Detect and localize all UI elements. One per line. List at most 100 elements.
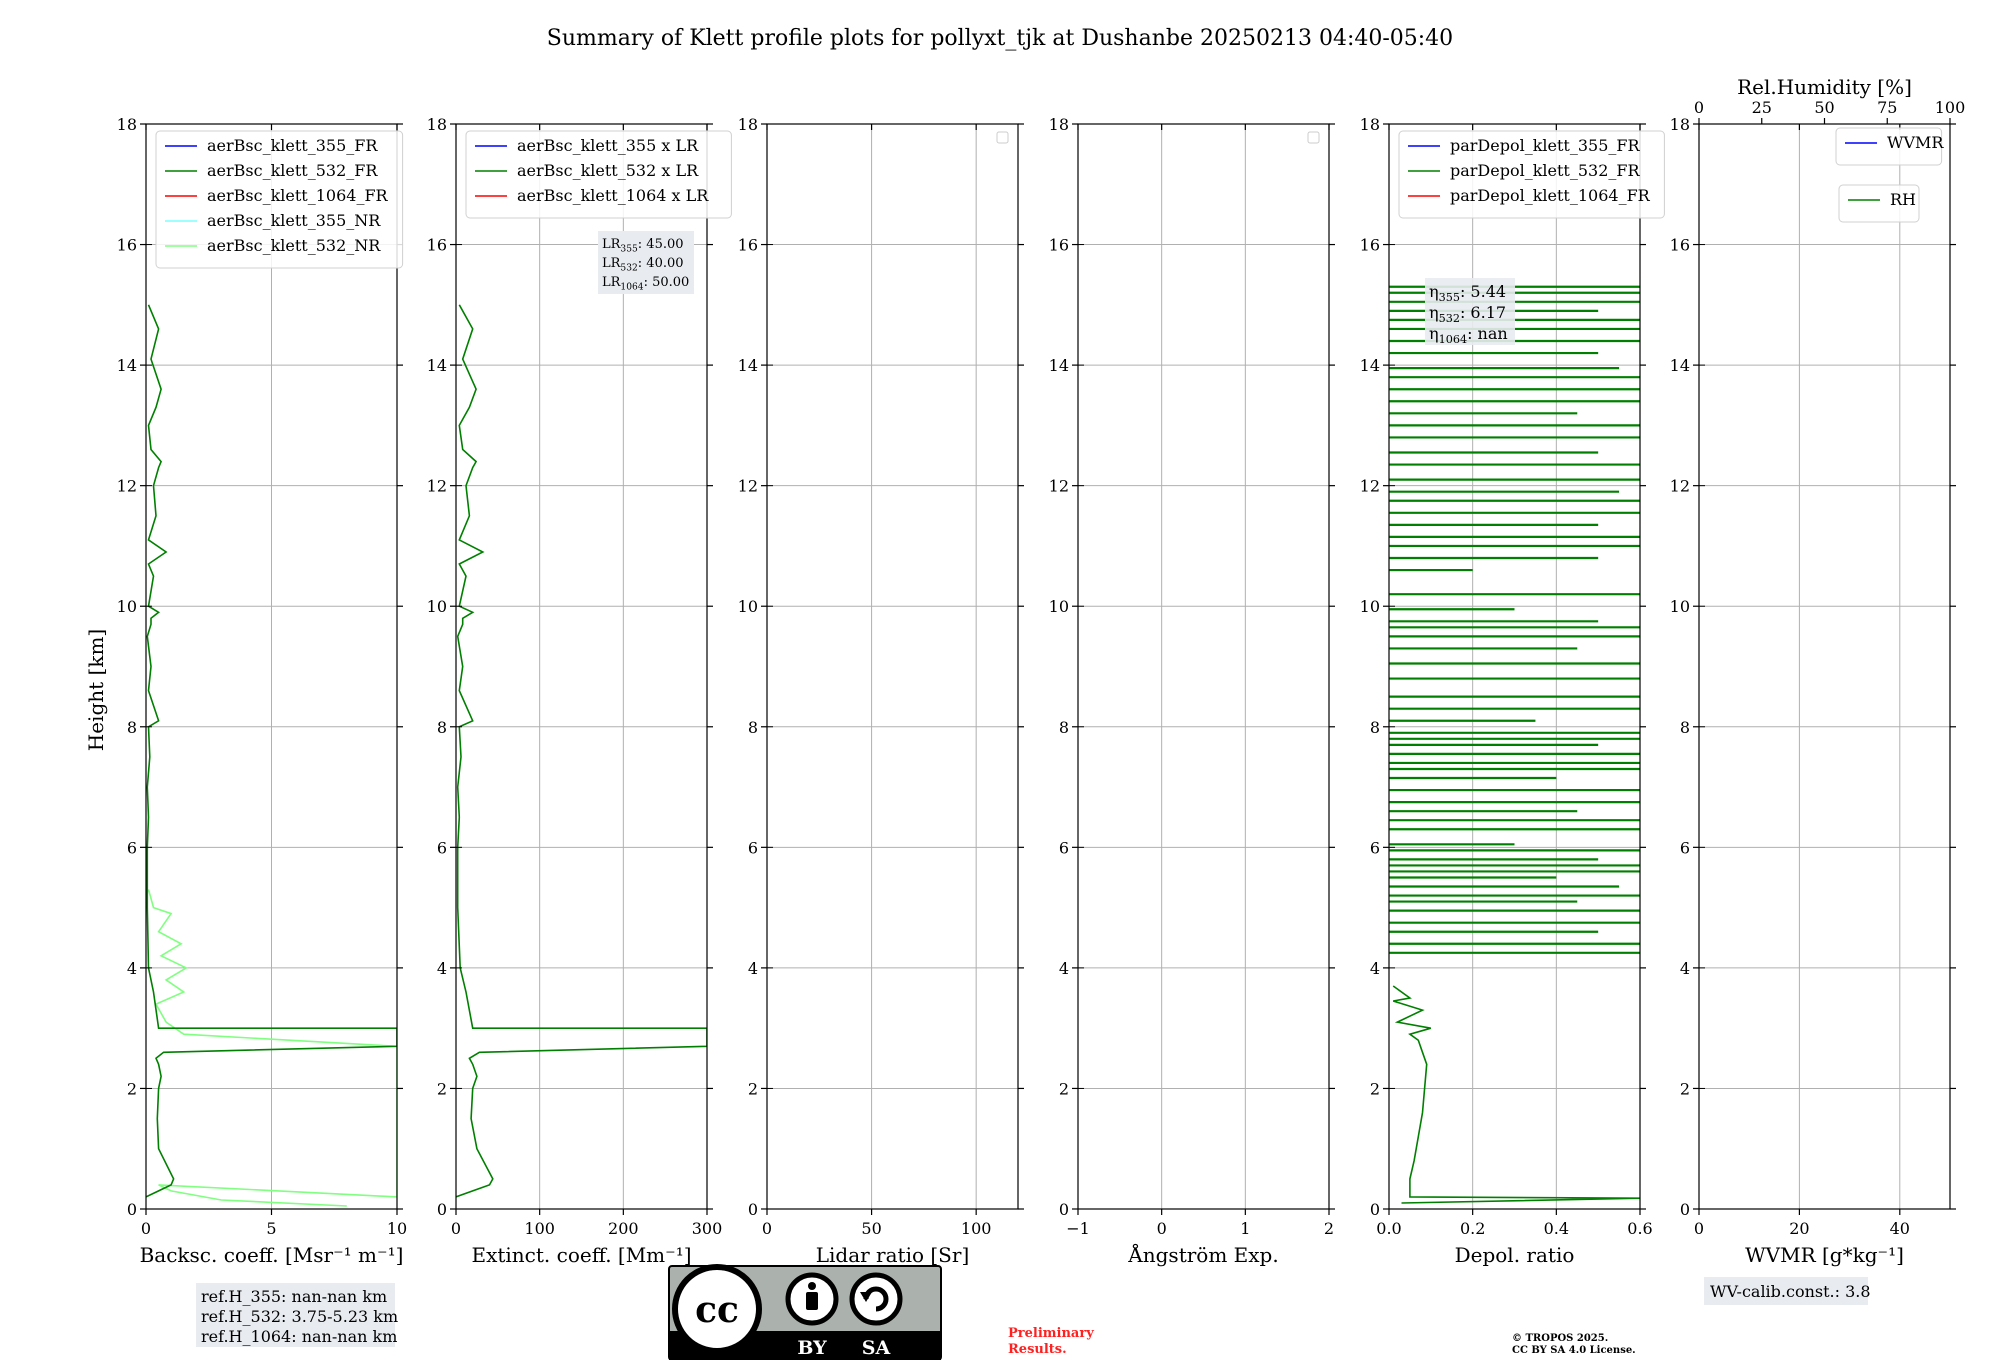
legend-ext-label-1: aerBsc_klett_532 x LR bbox=[517, 161, 699, 180]
ytick-label-dep-4: 8 bbox=[1370, 718, 1380, 737]
x-axis-label-dep: Depol. ratio bbox=[1455, 1243, 1575, 1267]
ytick-label-wv-2: 4 bbox=[1680, 959, 1690, 978]
cc-circle-icon bbox=[672, 1264, 762, 1354]
ytick-label-dep-1: 2 bbox=[1370, 1079, 1380, 1098]
ytick-label-ext-5: 10 bbox=[427, 597, 447, 616]
annotation-line-bsc-2: ref.H_1064: nan-nan km bbox=[201, 1327, 397, 1346]
legend-dep-label-2: parDepol_klett_1064_FR bbox=[1450, 186, 1651, 205]
xtick-label-ae-3: 2 bbox=[1324, 1219, 1334, 1238]
by-person-body bbox=[806, 1292, 818, 1310]
series-group-bsc bbox=[146, 304, 397, 1207]
ytick-label-bsc-4: 8 bbox=[127, 718, 137, 737]
ytick-label-dep-6: 12 bbox=[1360, 477, 1380, 496]
xtick-label-ext-0: 0 bbox=[451, 1219, 461, 1238]
ytick-label-bsc-0: 0 bbox=[127, 1200, 137, 1219]
legend-bsc-box bbox=[155, 130, 404, 269]
ytick-label-wv-6: 12 bbox=[1670, 477, 1690, 496]
ytick-label-lr-4: 8 bbox=[748, 718, 758, 737]
empty-legend-lr bbox=[996, 131, 1009, 144]
ytick-label-ae-6: 12 bbox=[1049, 477, 1069, 496]
legend-ext-box bbox=[465, 130, 732, 219]
annotation-line-dep-0: η355: 5.44 bbox=[1429, 282, 1506, 304]
series-line-ext-0 bbox=[456, 304, 707, 1198]
annotation-line-ext-2: LR1064: 50.00 bbox=[602, 275, 689, 292]
legend-bsc-label-0: aerBsc_klett_355_FR bbox=[207, 136, 378, 155]
top-xtick-label-wv-4: 100 bbox=[1935, 98, 1966, 117]
ytick-label-wv-4: 8 bbox=[1680, 718, 1690, 737]
ytick-label-ext-3: 6 bbox=[437, 838, 447, 857]
series-line-bsc-1 bbox=[146, 304, 397, 1198]
annotation-line-ext-0: LR355: 45.00 bbox=[602, 237, 684, 254]
annotation-line-dep-1: η532: 6.17 bbox=[1429, 303, 1506, 325]
ytick-label-dep-7: 14 bbox=[1360, 356, 1380, 375]
panel-bsc: 0 2 4 6 8 10 12 14 16 18 0 5 10 Backsc. coeff. [Msr⁻¹… bbox=[117, 115, 407, 1347]
series-line-bsc-0 bbox=[147, 889, 397, 1207]
ytick-label-ae-1: 2 bbox=[1059, 1079, 1069, 1098]
xtick-label-wv-1: 20 bbox=[1789, 1219, 1809, 1238]
annotation-box-bsc bbox=[196, 1283, 395, 1347]
preliminary-text-line2: Results. bbox=[1008, 1342, 1067, 1357]
ytick-label-wv-5: 10 bbox=[1670, 597, 1690, 616]
xtick-label-wv-0: 0 bbox=[1694, 1219, 1704, 1238]
legend-dep-label-1: parDepol_klett_532_FR bbox=[1450, 161, 1641, 180]
ytick-label-bsc-2: 4 bbox=[127, 959, 137, 978]
legend-ext-label-2: aerBsc_klett_1064 x LR bbox=[517, 186, 709, 205]
copyright-line2: CC BY SA 4.0 License. bbox=[1512, 1345, 1636, 1356]
ytick-label-ext-7: 14 bbox=[427, 356, 447, 375]
ytick-label-ext-4: 8 bbox=[437, 718, 447, 737]
empty-legend-ae bbox=[1307, 131, 1320, 144]
legend2-wv-label-0: RH bbox=[1890, 190, 1916, 209]
panel-lr: 0 2 4 6 8 10 12 14 16 18 0 50 100 Lidar ratio [Sr] bbox=[738, 115, 1024, 1267]
ytick-label-ae-3: 6 bbox=[1059, 838, 1069, 857]
ytick-label-bsc-6: 12 bbox=[117, 477, 137, 496]
x-axis-label-lr: Lidar ratio [Sr] bbox=[816, 1243, 970, 1267]
by-label: BY bbox=[797, 1337, 827, 1359]
xtick-label-dep-1: 0.2 bbox=[1460, 1219, 1485, 1238]
y-axis-label: Height [km] bbox=[84, 629, 108, 751]
xtick-label-lr-0: 0 bbox=[762, 1219, 772, 1238]
ytick-label-lr-3: 6 bbox=[748, 838, 758, 857]
x-axis-label-ae: Ångström Exp. bbox=[1127, 1242, 1278, 1267]
series-group-ext bbox=[456, 304, 707, 1198]
ytick-label-dep-8: 16 bbox=[1360, 236, 1380, 255]
ytick-label-bsc-5: 10 bbox=[117, 597, 137, 616]
top-xtick-label-wv-1: 25 bbox=[1752, 98, 1772, 117]
ytick-label-bsc-3: 6 bbox=[127, 838, 137, 857]
copyright-line1: © TROPOS 2025. bbox=[1512, 1333, 1608, 1344]
xtick-label-wv-2: 40 bbox=[1890, 1219, 1910, 1238]
annotation-box-dep bbox=[1425, 278, 1515, 345]
ytick-label-lr-2: 4 bbox=[748, 959, 758, 978]
xtick-label-ae-0: −1 bbox=[1066, 1219, 1090, 1238]
x-axis-label-ext: Extinct. coeff. [Mm⁻¹] bbox=[471, 1243, 691, 1267]
ytick-label-dep-9: 18 bbox=[1360, 115, 1380, 134]
ytick-label-ae-7: 14 bbox=[1049, 356, 1069, 375]
legend-dep-label-0: parDepol_klett_355_FR bbox=[1450, 136, 1641, 155]
ytick-label-ae-4: 8 bbox=[1059, 718, 1069, 737]
by-person-head bbox=[808, 1282, 816, 1290]
panel-frame-ae bbox=[1077, 123, 1330, 1210]
xtick-label-ae-1: 0 bbox=[1157, 1219, 1167, 1238]
xtick-label-dep-2: 0.4 bbox=[1544, 1219, 1569, 1238]
annotation-ext: LR355: 45.00 LR532: 40.00 LR1064: 50.00 bbox=[598, 231, 694, 294]
ytick-label-wv-1: 2 bbox=[1680, 1079, 1690, 1098]
xtick-label-bsc-0: 0 bbox=[141, 1219, 151, 1238]
ytick-label-lr-9: 18 bbox=[738, 115, 758, 134]
ytick-label-dep-0: 0 bbox=[1370, 1200, 1380, 1219]
xtick-label-ext-1: 100 bbox=[524, 1219, 555, 1238]
ytick-label-ae-2: 4 bbox=[1059, 959, 1069, 978]
xtick-label-dep-0: 0.0 bbox=[1376, 1219, 1401, 1238]
ytick-label-ext-8: 16 bbox=[427, 236, 447, 255]
ytick-label-dep-3: 6 bbox=[1370, 838, 1380, 857]
legend-ext: aerBsc_klett_355 x LR aerBsc_klett_532 x … bbox=[465, 130, 732, 219]
ytick-label-lr-8: 16 bbox=[738, 236, 758, 255]
top-xtick-label-wv-2: 50 bbox=[1814, 98, 1834, 117]
series-line-dep-0 bbox=[1392, 985, 1640, 1204]
ytick-label-bsc-1: 2 bbox=[127, 1079, 137, 1098]
ytick-label-wv-3: 6 bbox=[1680, 838, 1690, 857]
legend-bsc: aerBsc_klett_355_FR aerBsc_klett_532_FRae… bbox=[155, 130, 404, 269]
